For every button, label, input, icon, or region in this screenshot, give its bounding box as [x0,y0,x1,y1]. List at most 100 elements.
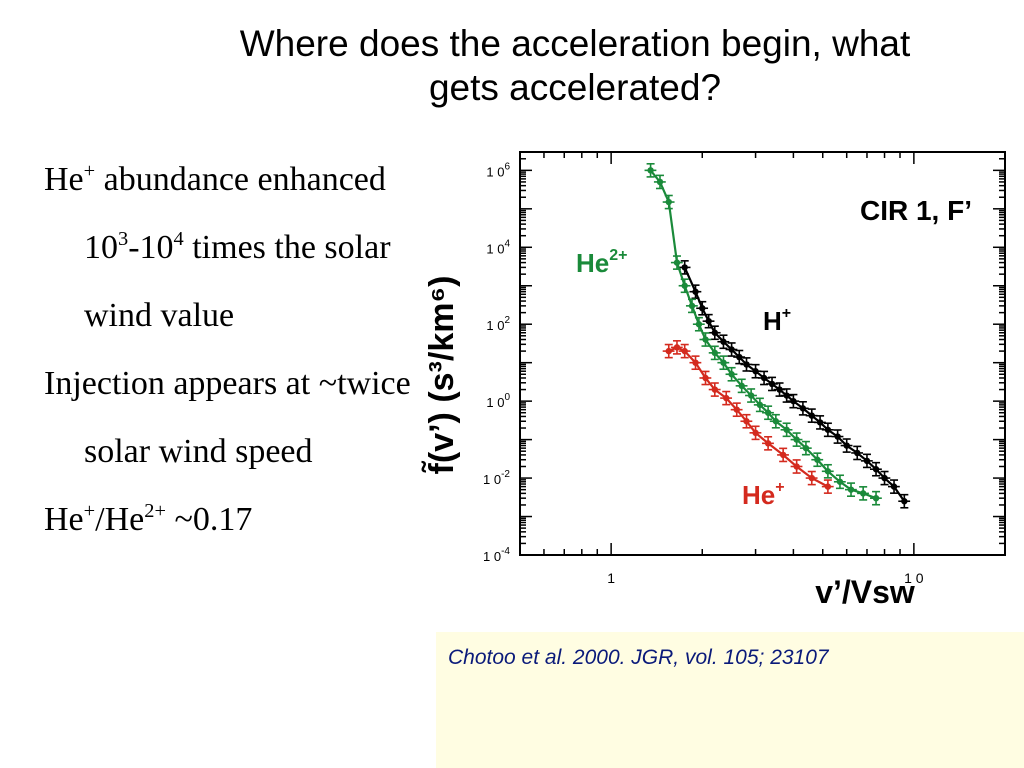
bullet-superscript: 3 [118,227,129,250]
y-tick-label-base: 1 0 [483,549,501,564]
data-point [760,374,768,382]
data-point [808,412,815,419]
data-point [720,359,727,366]
data-point [699,305,706,312]
data-point [890,483,898,490]
data-point [723,394,730,402]
data-point [808,474,815,482]
x-axis-label: v’/Vsw [815,574,915,610]
data-point [779,451,787,459]
data-point [743,361,750,368]
data-point [743,418,750,425]
data-point [764,409,772,416]
data-point [738,382,745,390]
data-point [790,397,797,405]
series-Hplus [678,260,911,509]
data-point [824,483,832,490]
data-point [783,426,790,433]
data-point [728,346,735,353]
bullet-text: He [44,161,84,198]
series-label-sup: + [782,305,791,322]
data-point [702,374,709,382]
y-tick-label: 1 0-2 [483,469,510,487]
data-point [665,347,672,355]
bullet-list: He+ abundance enhanced 103-104 times the… [44,146,414,554]
data-point [705,317,712,325]
y-tick-label-base: 1 0 [486,318,504,333]
bullet-text: abundance enhanced 10 [84,161,386,266]
slide-title-line-2: gets accelerated? [428,67,722,108]
data-point [836,478,844,485]
slide-title: Where does the acceleration begin, what … [150,22,1000,110]
y-tick-label-base: 1 0 [483,472,501,487]
y-tick-label-base: 1 0 [486,164,504,179]
data-point [711,329,718,336]
y-tick-label-exp: -2 [501,469,510,480]
bullet-superscript: 4 [173,227,184,250]
series-label-base: He [576,248,609,278]
data-point [736,353,743,361]
data-point [720,338,727,345]
data-point [711,386,718,393]
y-tick-label-base: 1 0 [486,395,504,410]
citation-box: Chotoo et al. 2000. JGR, vol. 105; 23107 [436,632,1024,768]
data-point [872,466,880,473]
data-point [772,418,780,425]
data-point [824,468,832,475]
data-point [752,429,759,437]
data-point [776,386,783,393]
data-point [768,380,776,388]
data-point [647,167,654,174]
data-point [872,494,880,502]
data-point [814,456,821,463]
data-point [665,198,672,206]
data-point [859,490,867,497]
series-fit-line [668,346,829,488]
series-label-base: He [742,480,775,510]
bullet-text: Injection appears at ~twice solar wind s… [44,365,411,470]
data-point [752,368,759,375]
data-point [834,433,841,440]
data-point [747,392,755,399]
y-tick-label-base: 1 0 [486,241,504,256]
bullet-item: He+/He2+ ~0.17 [44,486,414,554]
data-point [793,436,800,443]
y-axis-label: f̃(v’) (s³/km⁶) [422,276,461,475]
data-point [764,440,772,447]
bullet-item: He+ abundance enhanced 103-104 times the… [44,146,414,350]
distribution-chart: 1 061 041 021 001 0-21 0-41 1 0v’/Vswf̃(… [422,151,1006,610]
data-point [733,406,740,413]
y-tick-label-exp: 2 [504,315,510,326]
series-label-sup: 2+ [609,247,627,264]
y-tick-label-exp: 6 [504,161,510,172]
data-point [702,336,709,343]
y-tick-label: 1 02 [486,315,510,333]
data-point [728,371,735,378]
data-point [854,449,861,457]
y-tick-label: 1 00 [486,392,510,410]
chart-title: CIR 1, F’ [860,195,972,226]
slide-title-line-1: Where does the acceleration begin, what [239,23,911,64]
series-label-base: H [763,306,782,336]
data-point [824,426,832,433]
data-point [783,392,790,399]
data-point [816,419,824,426]
data-point [756,401,764,409]
data-point [673,259,681,266]
citation-text: Chotoo et al. 2000. JGR, vol. 105; 23107 [448,646,829,669]
bullet-item: Injection appears at ~twice solar wind s… [44,350,414,486]
data-point [802,444,810,452]
data-point [711,349,718,357]
bullet-superscript: + [83,159,96,182]
data-point [901,498,908,505]
y-tick-label: 1 0-4 [483,546,510,564]
series-label: He2+ [576,247,628,278]
y-tick-label-exp: -4 [501,546,510,557]
data-point [673,344,681,351]
y-tick-label-exp: 4 [504,238,510,249]
data-point [799,405,807,412]
data-point [656,178,664,186]
bullet-text: times the solar wind value [84,229,391,334]
bullet-text: /He [95,501,145,538]
data-point [681,282,688,289]
